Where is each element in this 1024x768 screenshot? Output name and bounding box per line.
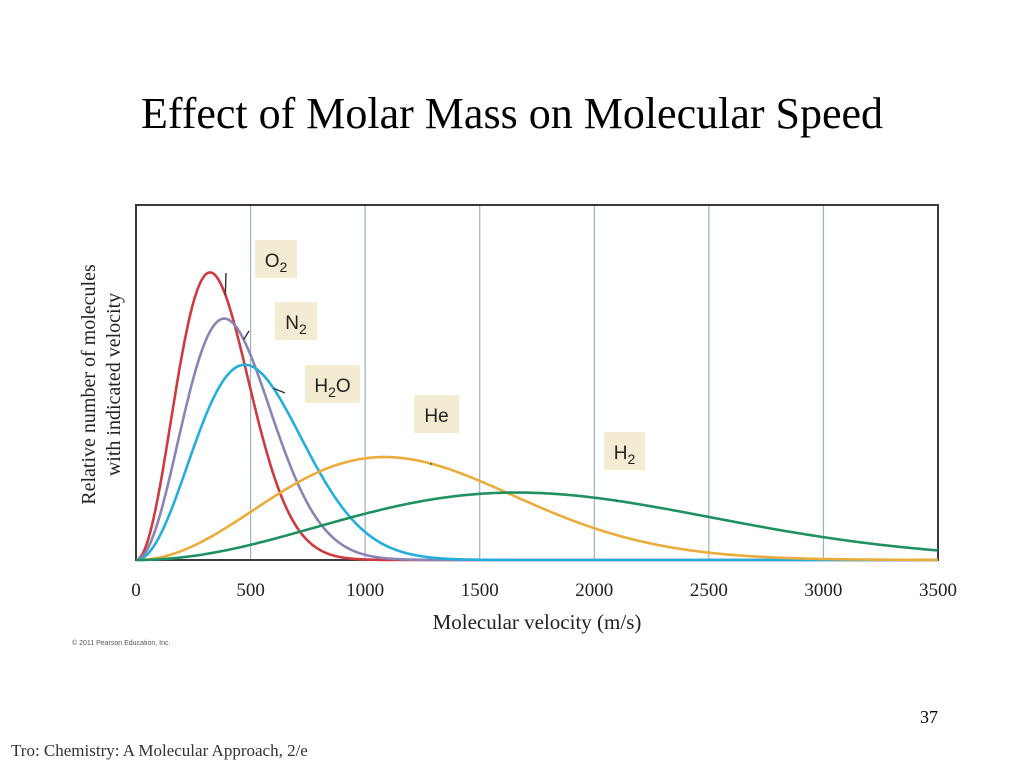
svg-text:He: He	[424, 406, 448, 427]
copyright-notice: © 2011 Pearson Education, Inc.	[72, 640, 171, 647]
series-label-o2: O2	[224, 240, 297, 295]
y-axis-label-line: with indicated velocity	[103, 293, 125, 476]
series-line-h2	[135, 491, 939, 562]
slide-title: Effect of Molar Mass on Molecular Speed	[140, 89, 884, 138]
series-line-n2	[135, 317, 939, 562]
x-tick-label: 1500	[461, 580, 499, 601]
svg-text:H2O: H2O	[314, 376, 350, 400]
x-axis-label: Molecular velocity (m/s)	[433, 610, 642, 634]
y-axis-label-line: Relative number of molecules	[78, 264, 100, 505]
series-curves	[135, 271, 939, 562]
x-tick-label: 500	[236, 580, 265, 601]
series-label-he: He	[414, 395, 459, 465]
x-tick-label: 2500	[690, 580, 728, 601]
x-tick-label: 3500	[919, 580, 957, 601]
x-tick-label: 2000	[575, 580, 613, 601]
series-label-h2: H2	[604, 432, 645, 502]
series-labels: O2 N2 H2O He H2	[224, 240, 645, 502]
x-tick-label: 3000	[804, 580, 842, 601]
series-label-n2: N2	[243, 302, 317, 341]
velocity-distribution-chart: O2 N2 H2O He H2 0 500 1000 1500 2000 2500 3000 3500…	[78, 204, 957, 634]
series-line-h2o	[135, 363, 939, 562]
series-line-o2	[135, 271, 939, 562]
svg-text:O2: O2	[265, 251, 288, 275]
svg-text:N2: N2	[285, 313, 307, 337]
footer-citation: Tro: Chemistry: A Molecular Approach, 2/…	[11, 741, 308, 760]
x-tick-labels: 0 500 1000 1500 2000 2500 3000 3500	[131, 580, 957, 601]
grid-lines	[249, 206, 825, 559]
series-label-h2o: H2O	[273, 365, 360, 403]
x-tick-label: 0	[131, 580, 141, 601]
page-number: 37	[920, 707, 938, 727]
series-line-he	[135, 455, 939, 562]
y-axis-label: Relative number of molecules with indicat…	[78, 264, 125, 505]
svg-text:H2: H2	[614, 443, 636, 467]
x-tick-label: 1000	[346, 580, 384, 601]
